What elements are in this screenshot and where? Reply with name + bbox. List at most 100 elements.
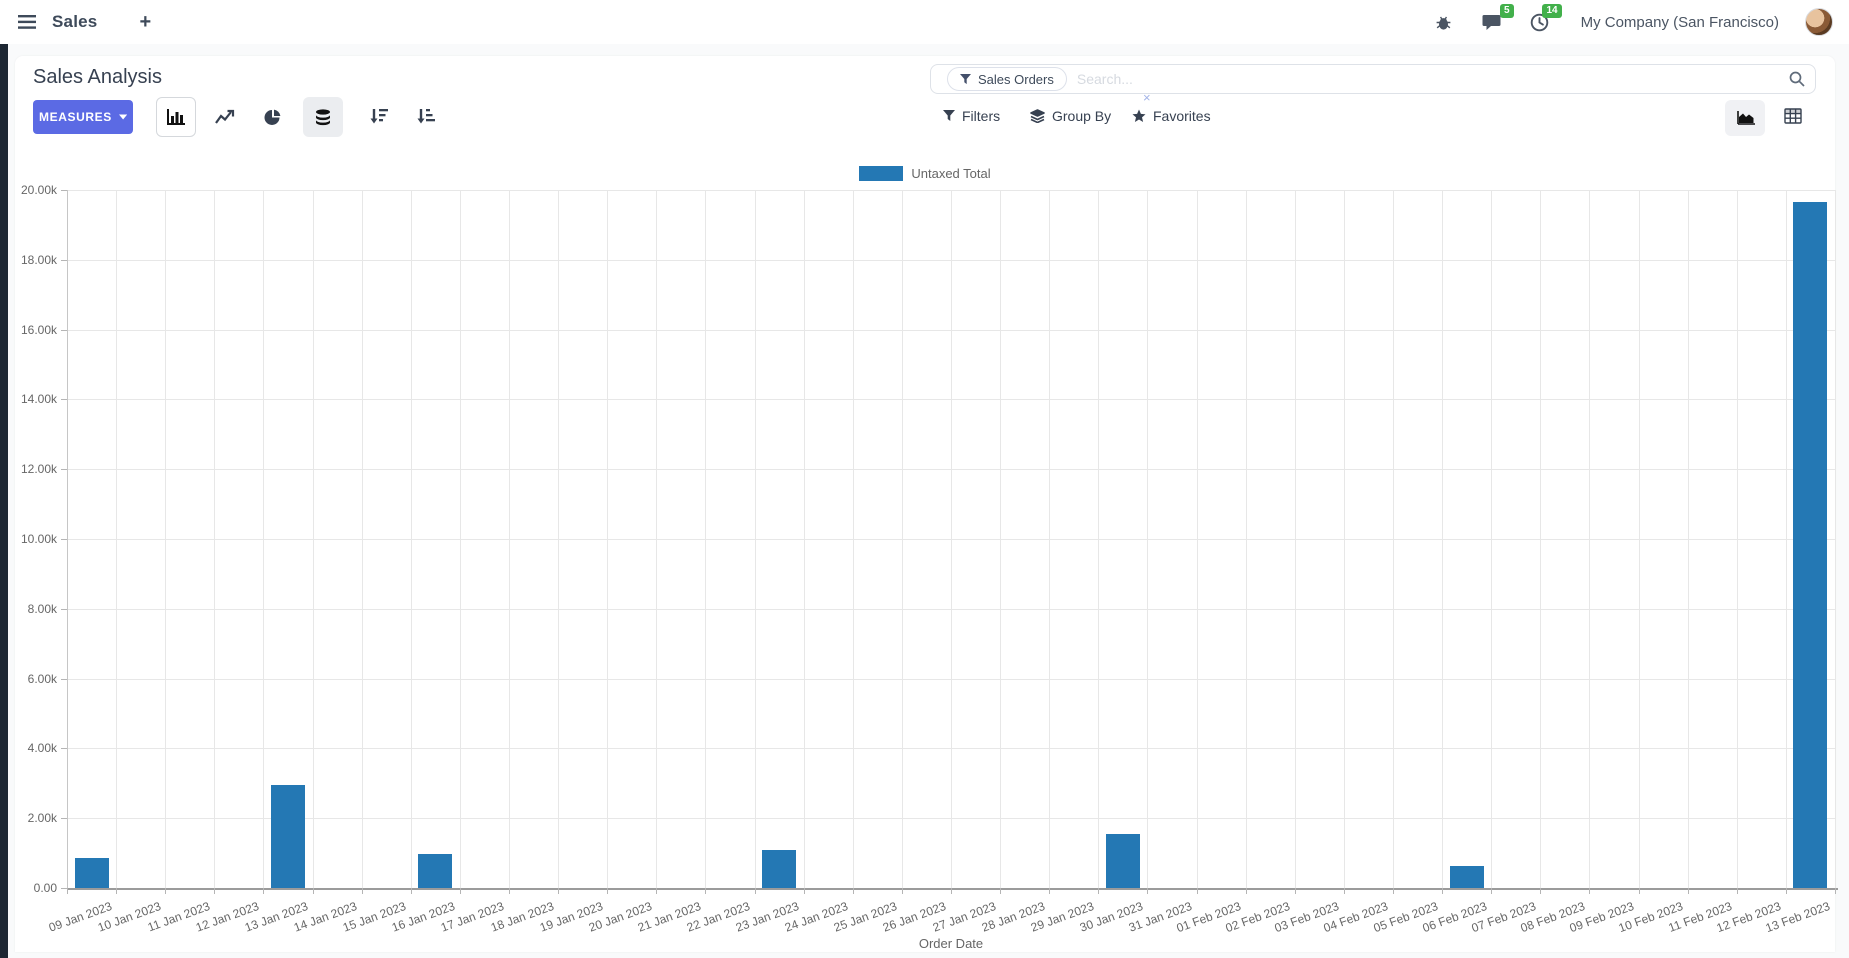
axis-tick [1245, 888, 1247, 894]
axis-tick [1589, 888, 1591, 894]
gridline [1442, 190, 1444, 888]
gridline [214, 190, 216, 888]
sort-descending-button[interactable] [367, 104, 391, 128]
graph-view-button[interactable] [1725, 100, 1765, 136]
y-axis-label: 8.00k [27, 601, 57, 616]
activities-clock-icon[interactable]: 14 [1529, 4, 1562, 33]
favorites-button[interactable]: Favorites [1132, 108, 1211, 124]
new-tab-plus-icon[interactable]: + [139, 11, 152, 33]
messages-icon[interactable]: 5 [1481, 4, 1514, 33]
measures-button-label: MEASURES [39, 110, 112, 124]
axis-tick [1294, 888, 1296, 894]
layers-icon [1030, 109, 1045, 123]
gridline [705, 190, 707, 888]
bar[interactable] [418, 854, 453, 888]
gridline [312, 190, 314, 888]
gridline [361, 190, 363, 888]
sort-desc-icon [370, 108, 388, 123]
axis-tick [607, 888, 609, 894]
user-avatar[interactable] [1805, 8, 1833, 36]
gridline [1294, 190, 1296, 888]
search-bar[interactable]: Sales Orders Search... [930, 64, 1816, 94]
x-axis-title: Order Date [918, 936, 984, 951]
axis-tick [410, 888, 412, 894]
gridline [1638, 190, 1640, 888]
database-icon [316, 108, 330, 125]
stacked-toggle-button[interactable] [303, 97, 343, 137]
debug-bug-icon[interactable] [1433, 11, 1455, 33]
axis-tick [61, 608, 67, 610]
axis-tick [1147, 888, 1149, 894]
axis-tick [1785, 888, 1787, 894]
axis-tick [1049, 888, 1051, 894]
y-axis-label: 14.00k [20, 392, 57, 407]
axis-tick [165, 888, 167, 894]
y-axis-label: 6.00k [27, 671, 57, 686]
search-input[interactable]: Search... [1076, 71, 1133, 87]
gridline [165, 190, 167, 888]
gridline [1687, 190, 1689, 888]
bar-chart-view-button[interactable] [156, 97, 196, 137]
gridline [1785, 190, 1787, 888]
pie-chart-view-button[interactable] [260, 105, 284, 129]
axis-tick [67, 888, 68, 894]
bar[interactable] [762, 849, 797, 888]
bar[interactable] [271, 785, 305, 888]
search-icon[interactable] [1789, 71, 1805, 87]
gridline [656, 190, 658, 888]
search-facet-sales-orders[interactable]: Sales Orders [947, 67, 1067, 91]
company-name[interactable]: My Company (San Francisco) [1580, 13, 1779, 31]
axis-tick [61, 329, 67, 331]
axis-tick [852, 888, 854, 894]
pivot-view-button[interactable] [1781, 104, 1805, 128]
table-grid-icon [1784, 108, 1802, 124]
bar[interactable] [1105, 833, 1140, 888]
gridline [1393, 190, 1394, 888]
y-axis-label: 0.00 [33, 881, 57, 895]
facet-remove-icon[interactable]: × [1143, 90, 1151, 105]
gridline [263, 190, 265, 888]
area-chart-icon [1736, 110, 1755, 125]
bar[interactable] [74, 858, 109, 888]
gridline [509, 190, 510, 888]
gridline [901, 190, 903, 888]
axis-tick [312, 888, 314, 894]
search-facet-label: Sales Orders [978, 71, 1054, 87]
axis-tick [951, 888, 952, 894]
line-chart-icon [215, 109, 235, 124]
axis-tick [1393, 888, 1394, 894]
axis-tick [558, 888, 560, 894]
axis-tick [1098, 888, 1100, 894]
axis-tick [1835, 888, 1836, 894]
group-by-button[interactable]: Group By [1030, 108, 1111, 124]
filters-button[interactable]: Filters [943, 108, 1000, 124]
filter-funnel-icon [943, 110, 955, 121]
sort-asc-icon [417, 108, 435, 123]
gridline [1196, 190, 1198, 888]
sort-ascending-button[interactable] [414, 104, 438, 128]
gridline [1343, 190, 1345, 888]
y-axis-label: 20.00k [20, 183, 57, 197]
line-chart-view-button[interactable] [213, 105, 237, 129]
axis-tick [1736, 888, 1738, 894]
axis-tick [459, 888, 461, 894]
axis-tick [803, 888, 805, 894]
top-navbar: Sales + 5 14 My Company (San Francisco) [0, 0, 1849, 44]
axis-tick [901, 888, 903, 894]
chart-legend[interactable]: Untaxed Total [15, 166, 1835, 181]
bar[interactable] [1449, 866, 1484, 888]
axis-tick [361, 888, 363, 894]
measures-button[interactable]: MEASURES [33, 100, 133, 134]
y-axis-label: 10.00k [20, 532, 57, 546]
page-title: Sales Analysis [33, 66, 162, 88]
group-by-label: Group By [1052, 108, 1112, 124]
gridline [116, 190, 118, 888]
gridline [1589, 190, 1591, 888]
gridline [852, 190, 854, 888]
hamburger-menu-icon[interactable] [16, 11, 38, 33]
filter-funnel-icon [960, 73, 971, 84]
bar[interactable] [1793, 202, 1828, 888]
bar-chart-icon [167, 109, 185, 125]
gridline [1000, 190, 1002, 888]
app-name[interactable]: Sales [52, 12, 98, 31]
